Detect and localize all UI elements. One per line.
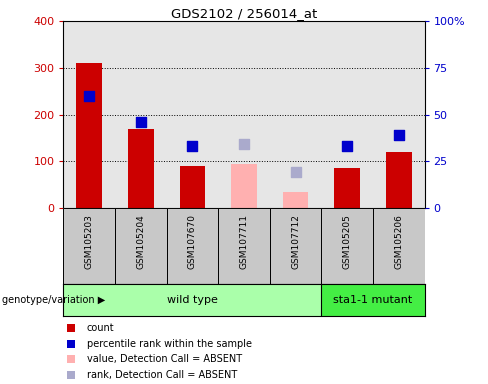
Text: GSM105206: GSM105206 [394, 214, 403, 269]
Bar [270, 208, 322, 284]
Text: GSM107670: GSM107670 [188, 214, 197, 269]
Text: wild type: wild type [167, 295, 218, 305]
Point [306, 12, 314, 18]
Point [85, 93, 93, 99]
Text: GSM105203: GSM105203 [85, 214, 94, 269]
Text: genotype/variation ▶: genotype/variation ▶ [2, 295, 106, 305]
Bar [63, 208, 115, 284]
Text: percentile rank within the sample: percentile rank within the sample [87, 339, 252, 349]
Bar [166, 21, 218, 208]
Point [188, 143, 196, 149]
Point [292, 169, 300, 175]
Bar [218, 21, 270, 208]
Point [306, 152, 314, 159]
Point [137, 119, 145, 125]
Point [306, 298, 314, 305]
Bar [283, 192, 308, 208]
Bar [322, 284, 425, 316]
Bar [76, 63, 102, 208]
Title: GDS2102 / 256014_at: GDS2102 / 256014_at [171, 7, 317, 20]
Bar [128, 129, 154, 208]
Text: GSM105205: GSM105205 [343, 214, 352, 269]
Bar [180, 166, 205, 208]
Bar [373, 208, 425, 284]
Bar [386, 152, 412, 208]
Text: sta1-1 mutant: sta1-1 mutant [333, 295, 412, 305]
Point [343, 143, 351, 149]
Text: count: count [87, 323, 115, 333]
Point [395, 132, 403, 138]
Point [240, 141, 248, 147]
Bar [322, 21, 373, 208]
Bar [63, 21, 115, 208]
Text: value, Detection Call = ABSENT: value, Detection Call = ABSENT [87, 354, 242, 364]
Bar [231, 164, 257, 208]
Bar [166, 208, 218, 284]
Text: GSM107712: GSM107712 [291, 214, 300, 269]
Bar [334, 168, 360, 208]
Text: rank, Detection Call = ABSENT: rank, Detection Call = ABSENT [87, 370, 237, 380]
Bar [373, 21, 425, 208]
Bar [322, 208, 373, 284]
Text: GSM105204: GSM105204 [136, 214, 145, 269]
Bar [270, 21, 322, 208]
Bar [63, 284, 322, 316]
Bar [115, 21, 166, 208]
Bar [218, 208, 270, 284]
Text: GSM107711: GSM107711 [240, 214, 248, 269]
Bar [115, 208, 166, 284]
